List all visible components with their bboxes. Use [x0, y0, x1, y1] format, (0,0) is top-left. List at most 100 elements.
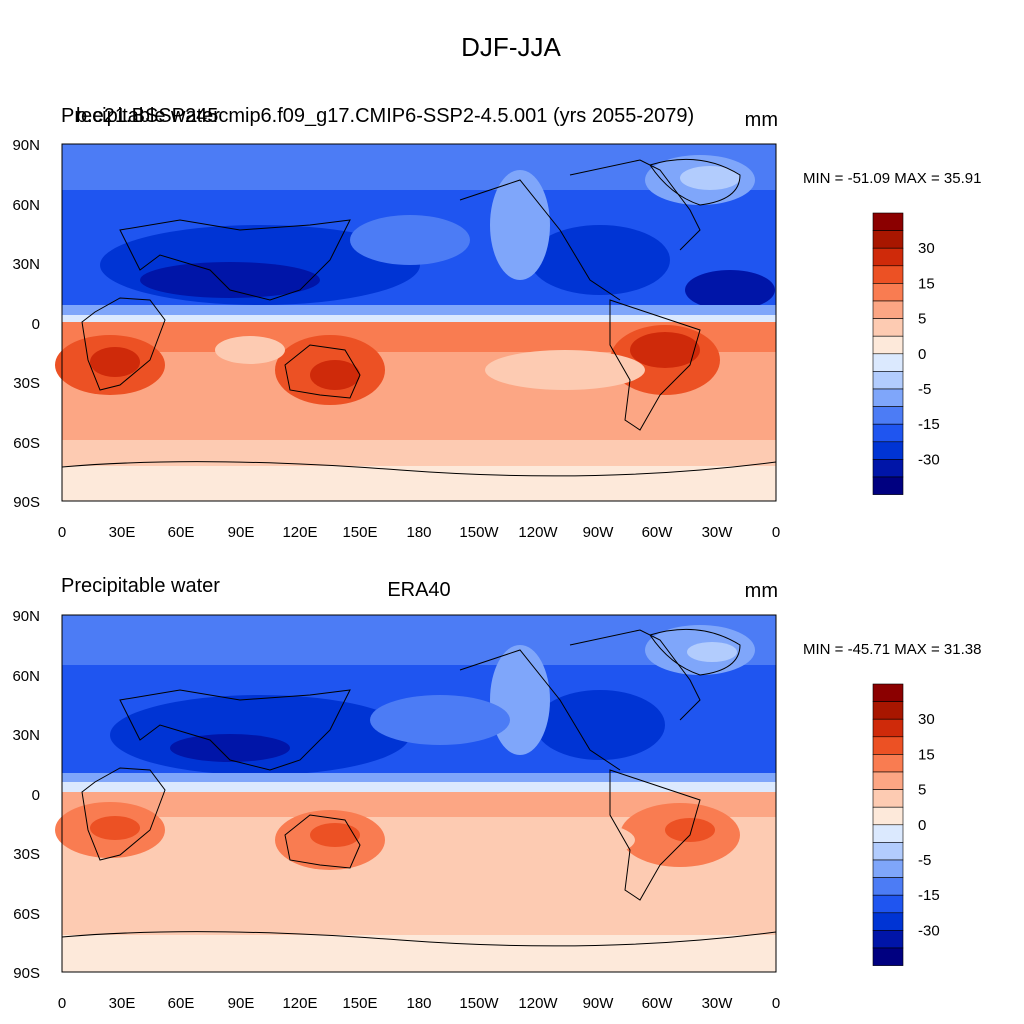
panel-top-minmax: MIN = -51.09 MAX = 35.91 — [803, 170, 981, 187]
lon-labels-bottom: 0 30E 60E 90E 120E 150E 180 150W 120W 90… — [58, 995, 780, 1012]
colorbar-label: -5 — [918, 381, 931, 398]
colorbar-swatch — [872, 806, 904, 826]
lat-label: 90S — [13, 494, 40, 511]
lat-label: 30S — [13, 846, 40, 863]
lon-label: 180 — [406, 524, 431, 541]
lon-label: 30E — [109, 995, 136, 1012]
colorbar-label: -5 — [918, 852, 931, 869]
lon-label: 120W — [518, 524, 558, 541]
colorbar-swatch — [872, 824, 904, 843]
colorbar-swatch — [872, 265, 904, 284]
colorbar-swatch — [872, 877, 904, 896]
colorbar-label: -30 — [918, 451, 940, 468]
colorbar-swatch — [872, 388, 904, 407]
colorbar-swatch — [872, 353, 904, 372]
lon-label: 60W — [642, 995, 674, 1012]
colorbar-swatch — [872, 701, 904, 720]
lon-label: 60E — [168, 995, 195, 1012]
lat-label: 90N — [12, 137, 40, 154]
lon-label: 120E — [282, 995, 317, 1012]
lon-label: 150E — [342, 995, 377, 1012]
lon-label: 60E — [168, 524, 195, 541]
map-bottom — [55, 614, 777, 973]
colorbar-swatch — [872, 947, 904, 966]
lat-label: 60N — [12, 668, 40, 685]
lon-label: 60W — [642, 524, 674, 541]
lon-label: 30W — [702, 995, 734, 1012]
figure-title: DJF-JJA — [461, 32, 561, 62]
colorbar-swatch — [872, 754, 904, 773]
lon-label: 90W — [583, 524, 615, 541]
lat-label: 90S — [13, 965, 40, 982]
colorbar-bottom: 30 15 5 0 -5 -15 -30 — [872, 683, 940, 966]
lon-label: 30E — [109, 524, 136, 541]
lat-label: 30N — [12, 256, 40, 273]
colorbar-swatch — [872, 771, 904, 790]
lat-label: 0 — [32, 316, 40, 333]
lat-labels-bottom: 90N 60N 30N 0 30S 60S 90S — [12, 608, 40, 982]
colorbar-label: 30 — [918, 240, 935, 257]
colorbar-swatch — [872, 406, 904, 425]
colorbar-label: 5 — [918, 311, 926, 328]
lon-label: 120E — [282, 524, 317, 541]
lon-label: 30W — [702, 524, 734, 541]
lon-label: 150W — [459, 995, 499, 1012]
lat-label: 30S — [13, 375, 40, 392]
colorbar-swatch — [872, 371, 904, 390]
colorbar-swatch — [872, 476, 904, 495]
map-top — [55, 143, 777, 502]
lon-label: 180 — [406, 995, 431, 1012]
lat-label: 60N — [12, 197, 40, 214]
colorbar-swatch — [872, 335, 904, 355]
panel-top-overlay-title: b.e21.BSSP245cmip6.f09_g17.CMIP6-SSP2-4.… — [76, 105, 694, 127]
colorbar-swatch — [872, 859, 904, 878]
lon-label: 150E — [342, 524, 377, 541]
panel-top-units: mm — [745, 109, 778, 131]
colorbar-swatch — [872, 230, 904, 249]
colorbar-label: 15 — [918, 275, 935, 292]
lon-label: 0 — [58, 995, 66, 1012]
panel-top-left-title: Precipitable water — [61, 105, 220, 127]
colorbar-label: 30 — [918, 711, 935, 728]
lon-label: 120W — [518, 995, 558, 1012]
colorbar-swatch — [872, 441, 904, 460]
colorbar-swatch — [872, 683, 904, 702]
lat-label: 90N — [12, 608, 40, 625]
lon-label: 90E — [228, 524, 255, 541]
colorbar-swatch — [872, 894, 904, 914]
colorbar-swatch — [872, 736, 904, 755]
colorbar-label: -30 — [918, 922, 940, 939]
lon-label: 0 — [58, 524, 66, 541]
colorbar-swatch — [872, 423, 904, 443]
colorbar-swatch — [872, 300, 904, 319]
lon-label: 0 — [772, 524, 780, 541]
lat-label: 30N — [12, 727, 40, 744]
panel-top: Precipitable water b.e21.BSSP245cmip6.f0… — [12, 105, 981, 541]
colorbar-swatch — [872, 212, 904, 231]
lon-label: 0 — [772, 995, 780, 1012]
lat-labels-top: 90N 60N 30N 0 30S 60S 90S — [12, 137, 40, 511]
panel-bottom-center-title: ERA40 — [387, 579, 450, 601]
panel-bottom-left-title: Precipitable water — [61, 575, 220, 597]
panel-bottom-minmax: MIN = -45.71 MAX = 31.38 — [803, 641, 981, 658]
colorbar-label: -15 — [918, 416, 940, 433]
lon-label: 90W — [583, 995, 615, 1012]
colorbar-label: 0 — [918, 817, 926, 834]
lon-label: 90E — [228, 995, 255, 1012]
colorbar-label: -15 — [918, 887, 940, 904]
panel-bottom: Precipitable water ERA40 mm — [12, 575, 981, 1012]
lon-labels-top: 0 30E 60E 90E 120E 150E 180 150W 120W 90… — [58, 524, 780, 541]
colorbar-swatch — [872, 842, 904, 861]
colorbar-swatch — [872, 912, 904, 931]
colorbar-label: 0 — [918, 346, 926, 363]
colorbar-swatch — [872, 459, 904, 478]
colorbar-swatch — [872, 718, 904, 738]
colorbar-swatch — [872, 318, 904, 337]
colorbar-label: 15 — [918, 746, 935, 763]
panel-bottom-units: mm — [745, 580, 778, 602]
colorbar-swatch — [872, 930, 904, 949]
colorbar-swatch — [872, 283, 904, 302]
lon-label: 150W — [459, 524, 499, 541]
lat-label: 60S — [13, 906, 40, 923]
